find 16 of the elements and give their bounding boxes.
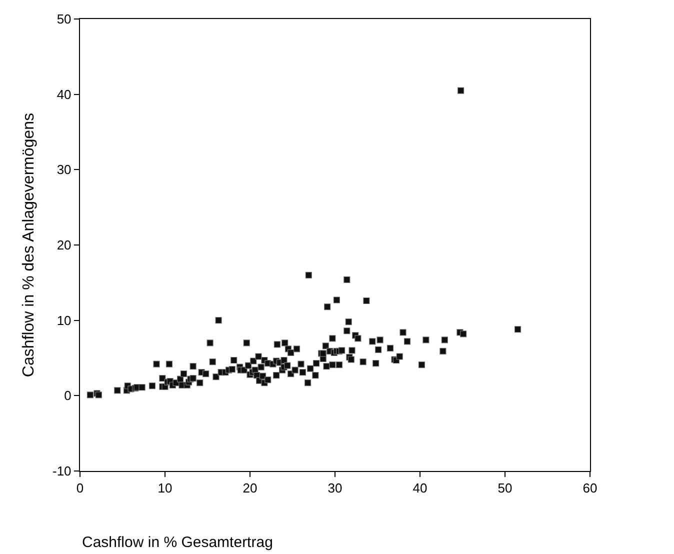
x-tick-label: 30 xyxy=(328,480,342,496)
y-axis-title: Cashflow in % des Anlagevermögens xyxy=(20,112,38,378)
y-tick-label: -10 xyxy=(52,464,72,479)
y-tick-label: 40 xyxy=(56,86,72,102)
x-tick-label: 40 xyxy=(412,480,428,496)
x-axis-title: Cashflow in % Gesamtertrag xyxy=(82,534,273,551)
y-tick-label: 0 xyxy=(64,388,72,404)
y-tick-label: 20 xyxy=(56,238,72,253)
y-tick-label: 50 xyxy=(56,12,72,27)
x-tick-label: 60 xyxy=(582,480,598,496)
y-tick-label: 30 xyxy=(56,162,72,178)
y-tick-label: 10 xyxy=(56,312,72,328)
x-tick-label: 50 xyxy=(498,480,512,496)
x-tick-label: 0 xyxy=(76,480,84,496)
x-tick-label: 20 xyxy=(242,480,258,496)
x-tick-label: 10 xyxy=(158,480,172,496)
